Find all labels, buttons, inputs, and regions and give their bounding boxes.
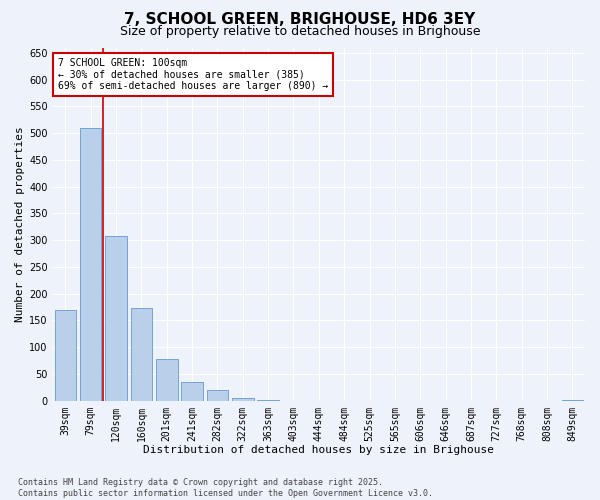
Bar [105, 236, 127, 400]
Bar [232, 398, 254, 400]
Bar [55, 310, 76, 400]
Y-axis label: Number of detached properties: Number of detached properties [15, 126, 25, 322]
Text: Contains HM Land Registry data © Crown copyright and database right 2025.
Contai: Contains HM Land Registry data © Crown c… [18, 478, 433, 498]
Text: 7, SCHOOL GREEN, BRIGHOUSE, HD6 3EY: 7, SCHOOL GREEN, BRIGHOUSE, HD6 3EY [124, 12, 476, 28]
Bar [206, 390, 228, 400]
Text: Size of property relative to detached houses in Brighouse: Size of property relative to detached ho… [120, 25, 480, 38]
Bar [156, 359, 178, 401]
Bar [181, 382, 203, 400]
X-axis label: Distribution of detached houses by size in Brighouse: Distribution of detached houses by size … [143, 445, 494, 455]
Bar [80, 128, 101, 400]
Text: 7 SCHOOL GREEN: 100sqm
← 30% of detached houses are smaller (385)
69% of semi-de: 7 SCHOOL GREEN: 100sqm ← 30% of detached… [58, 58, 328, 92]
Bar [131, 308, 152, 400]
